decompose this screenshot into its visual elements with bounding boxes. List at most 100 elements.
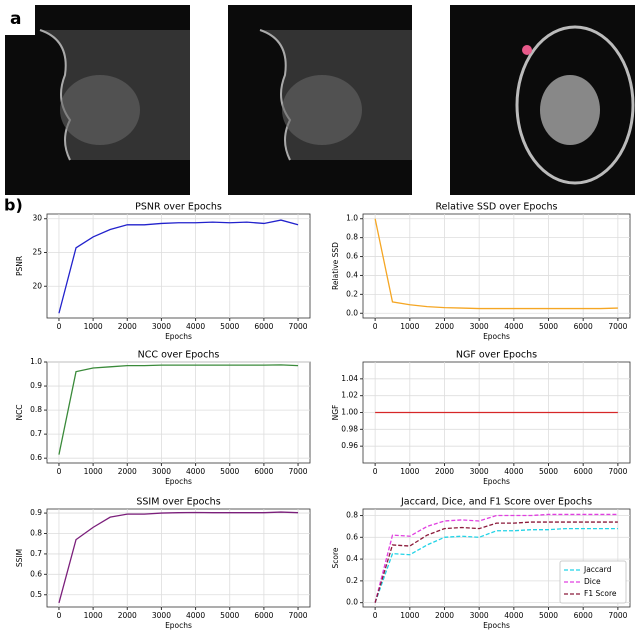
x-tick-label: 0 (373, 467, 378, 476)
x-tick-label: 6000 (574, 467, 593, 476)
lesion (522, 45, 532, 55)
y-axis-label: PSNR (15, 256, 24, 276)
x-tick-label: 4000 (504, 611, 523, 620)
tissue (282, 75, 362, 145)
y-tick-label: 0.8 (30, 529, 42, 538)
y-tick-label: 0.0 (346, 308, 358, 317)
x-tick-label: 3000 (152, 322, 171, 331)
legend-frame (559, 560, 627, 604)
x-tick-label: 4000 (186, 322, 205, 331)
y-tick-label: 1.04 (341, 374, 358, 383)
x-tick-label: 7000 (288, 322, 307, 331)
y-tick-label: 0.2 (346, 576, 358, 585)
x-tick-label: 0 (57, 322, 62, 331)
x-axis-label: Epochs (483, 477, 510, 486)
x-tick-label: 2000 (118, 467, 137, 476)
data-line (374, 218, 618, 310)
organ (540, 75, 600, 145)
y-tick-label: 0.8 (346, 233, 358, 242)
x-tick-label: 1000 (84, 611, 103, 620)
y-tick-label: 25 (32, 247, 42, 256)
x-tick-label: 5000 (539, 322, 558, 331)
y-axis-label: NGF (331, 405, 340, 421)
y-tick-label: 0.7 (30, 429, 42, 438)
x-tick-label: 4000 (186, 467, 205, 476)
x-tick-label: 7000 (288, 611, 307, 620)
y-tick-label: 0.9 (30, 381, 42, 390)
y-axis-label: SSIM (15, 549, 24, 567)
x-axis-label: Epochs (483, 332, 510, 341)
skin (259, 29, 292, 161)
panel-label: a (10, 9, 21, 29)
data-line (58, 364, 299, 455)
y-axis-label: Relative SSD (331, 242, 340, 290)
chart-title: SSIM over Epochs (136, 497, 220, 508)
y-axis-label: Score (331, 547, 340, 568)
x-tick-label: 6000 (574, 611, 593, 620)
axes-frame (46, 361, 311, 464)
x-tick-label: 4000 (186, 611, 205, 620)
x-tick-label: 2000 (118, 611, 137, 620)
y-tick-label: 0.4 (346, 270, 358, 279)
x-tick-label: 0 (373, 322, 378, 331)
x-tick-label: 7000 (608, 467, 627, 476)
x-axis-label: Epochs (165, 477, 192, 486)
data-line (374, 521, 618, 603)
y-tick-label: 0.98 (341, 424, 358, 433)
y-tick-label: 0.9 (30, 508, 42, 517)
x-tick-label: 4000 (504, 467, 523, 476)
y-tick-label: 1.0 (30, 357, 42, 366)
chart-title: PSNR over Epochs (135, 202, 222, 213)
x-tick-label: 2000 (435, 322, 454, 331)
y-tick-label: 1.00 (341, 408, 358, 417)
x-tick-label: 3000 (152, 611, 171, 620)
y-tick-label: 0.0 (346, 598, 358, 607)
label-box (5, 5, 35, 35)
x-tick-label: 6000 (254, 611, 273, 620)
x-tick-label: 1000 (84, 322, 103, 331)
x-tick-label: 5000 (539, 611, 558, 620)
x-tick-label: 1000 (84, 467, 103, 476)
x-tick-label: 2000 (118, 322, 137, 331)
y-tick-label: 0.6 (30, 569, 42, 578)
x-tick-label: 4000 (504, 322, 523, 331)
x-tick-label: 1000 (400, 467, 419, 476)
y-tick-label: 0.5 (30, 590, 42, 599)
chart-title: Relative SSD over Epochs (436, 202, 558, 213)
y-tick-label: 0.8 (30, 405, 42, 414)
legend-label: F1 Score (584, 589, 617, 598)
x-tick-label: 2000 (435, 611, 454, 620)
y-tick-label: 1.02 (341, 391, 358, 400)
y-tick-label: 0.8 (346, 511, 358, 520)
chart-title: NGF over Epochs (456, 350, 537, 361)
legend: Jaccard Dice F1 Score (559, 560, 627, 604)
x-tick-label: 6000 (254, 467, 273, 476)
x-axis-label: Epochs (483, 621, 510, 630)
axes-frame (362, 213, 631, 319)
y-tick-label: 20 (32, 281, 42, 290)
legend-label: Jaccard (583, 565, 612, 574)
skin (39, 29, 72, 161)
data-line (374, 527, 618, 603)
x-tick-label: 3000 (470, 611, 489, 620)
y-tick-label: 0.2 (346, 289, 358, 298)
axes-frame (46, 213, 311, 319)
y-tick-label: 0.6 (346, 532, 358, 541)
legend-label: Dice (584, 577, 601, 586)
x-tick-label: 0 (57, 467, 62, 476)
chart-title: NCC over Epochs (138, 350, 220, 361)
x-tick-label: 0 (57, 611, 62, 620)
data-line (58, 511, 299, 604)
x-tick-label: 3000 (470, 467, 489, 476)
x-tick-label: 3000 (470, 322, 489, 331)
x-tick-label: 7000 (608, 611, 627, 620)
data-line (58, 219, 299, 314)
x-tick-label: 5000 (220, 611, 239, 620)
x-tick-label: 2000 (435, 467, 454, 476)
chart-title: Jaccard, Dice, and F1 Score over Epochs (400, 497, 592, 508)
x-tick-label: 5000 (539, 467, 558, 476)
x-axis-label: Epochs (165, 621, 192, 630)
y-tick-label: 1.0 (346, 214, 358, 223)
y-axis-label: NCC (15, 404, 24, 420)
